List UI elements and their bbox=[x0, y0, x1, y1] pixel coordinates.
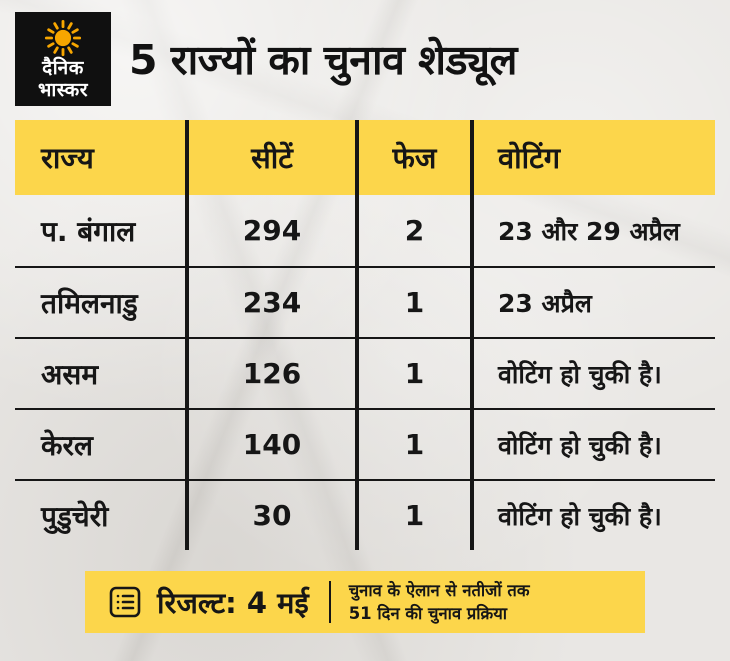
result-label: रिजल्ट: 4 मई bbox=[157, 585, 309, 620]
cell-state: तमिलनाडु bbox=[41, 286, 138, 320]
table-row: असम 126 1 वोटिंग हो चुकी है। bbox=[15, 337, 715, 408]
logo-text-line1: दैनिक bbox=[42, 57, 84, 80]
cell-state: प. बंगाल bbox=[41, 214, 136, 248]
cell-voting: 23 अप्रैल bbox=[470, 268, 715, 337]
cell-seats: 126 bbox=[185, 339, 355, 408]
cell-phase: 1 bbox=[355, 410, 470, 479]
logo-text-line2: भास्कर bbox=[37, 78, 89, 101]
table-row: तमिलनाडु 234 1 23 अप्रैल bbox=[15, 266, 715, 337]
footer-note: चुनाव के ऐलान से नतीजों तक 51 दिन की चुन… bbox=[349, 579, 530, 625]
table-header-row: राज्य सीटें फेज वोटिंग bbox=[15, 120, 715, 195]
election-schedule-table: राज्य सीटें फेज वोटिंग प. बंगाल 294 2 23… bbox=[15, 120, 715, 550]
table-row: पुडुचेरी 30 1 वोटिंग हो चुकी है। bbox=[15, 479, 715, 550]
column-header-phase: फेज bbox=[355, 120, 470, 195]
column-header-seats: सीटें bbox=[185, 120, 355, 195]
footer-note-line2: 51 दिन की चुनाव प्रक्रिया bbox=[348, 604, 508, 623]
cell-state: असम bbox=[41, 357, 99, 391]
cell-voting: 23 और 29 अप्रैल bbox=[470, 195, 715, 266]
cell-voting: वोटिंग हो चुकी है। bbox=[470, 339, 715, 408]
result-bar: रिजल्ट: 4 मई चुनाव के ऐलान से नतीजों तक … bbox=[85, 571, 645, 633]
cell-voting: वोटिंग हो चुकी है। bbox=[470, 410, 715, 479]
cell-phase: 2 bbox=[355, 195, 470, 266]
cell-phase: 1 bbox=[355, 339, 470, 408]
page-title: 5 राज्यों का चुनाव शेड्यूल bbox=[129, 36, 517, 84]
cell-seats: 30 bbox=[185, 481, 355, 550]
list-icon bbox=[107, 584, 143, 620]
cell-state: केरल bbox=[41, 428, 93, 462]
column-header-state: राज्य bbox=[41, 141, 94, 175]
cell-seats: 294 bbox=[185, 195, 355, 266]
column-header-voting: वोटिंग bbox=[470, 120, 715, 195]
table-row: प. बंगाल 294 2 23 और 29 अप्रैल bbox=[15, 195, 715, 266]
cell-seats: 140 bbox=[185, 410, 355, 479]
brand-logo: दैनिक भास्कर bbox=[15, 12, 111, 106]
cell-state: पुडुचेरी bbox=[41, 499, 109, 533]
cell-phase: 1 bbox=[355, 481, 470, 550]
header: दैनिक भास्कर 5 राज्यों का चुनाव शेड्यूल bbox=[0, 0, 730, 120]
cell-seats: 234 bbox=[185, 268, 355, 337]
footer-divider bbox=[328, 581, 331, 623]
footer-note-line1: चुनाव के ऐलान से नतीजों तक bbox=[348, 580, 530, 600]
sun-icon bbox=[44, 19, 82, 58]
cell-voting: वोटिंग हो चुकी है। bbox=[470, 481, 715, 550]
cell-phase: 1 bbox=[355, 268, 470, 337]
table-row: केरल 140 1 वोटिंग हो चुकी है। bbox=[15, 408, 715, 479]
